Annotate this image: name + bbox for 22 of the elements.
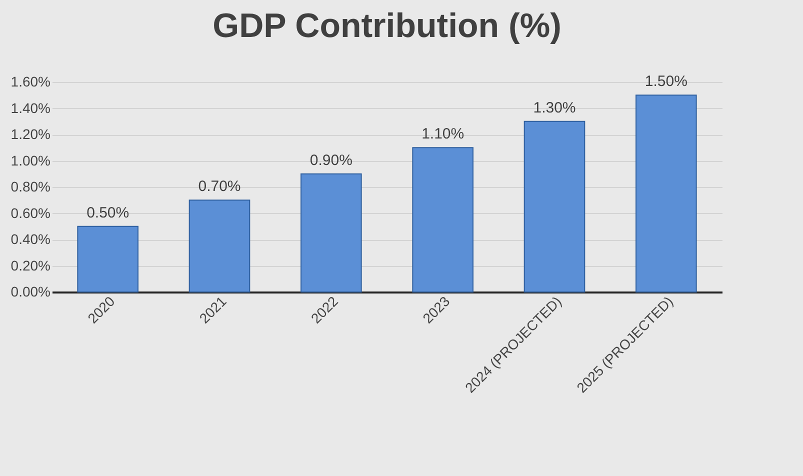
chart-title: GDP Contribution (%) <box>212 7 562 46</box>
bar <box>188 200 250 292</box>
bar <box>636 94 697 292</box>
y-tick-label: 0.80% <box>10 178 50 194</box>
y-tick-label: 1.40% <box>10 100 50 116</box>
y-tick-label: 0.40% <box>10 231 50 247</box>
data-label: 0.70% <box>198 178 241 196</box>
data-label: 0.50% <box>86 204 130 222</box>
y-tick-label: 0.00% <box>10 284 50 300</box>
y-tick-label: 0.20% <box>10 257 50 274</box>
bar <box>524 120 586 292</box>
data-label: 0.90% <box>310 152 352 169</box>
data-label: 1.50% <box>644 73 688 90</box>
bar <box>300 173 362 292</box>
y-tick-label: 1.20% <box>10 126 50 142</box>
y-tick-label: 1.60% <box>10 74 50 90</box>
bar <box>412 147 474 292</box>
data-label: 1.10% <box>422 126 464 143</box>
y-tick-label: 0.60% <box>10 204 50 221</box>
y-tick-label: 1.00% <box>10 152 50 168</box>
bar <box>77 226 138 292</box>
data-label: 1.30% <box>533 99 576 116</box>
